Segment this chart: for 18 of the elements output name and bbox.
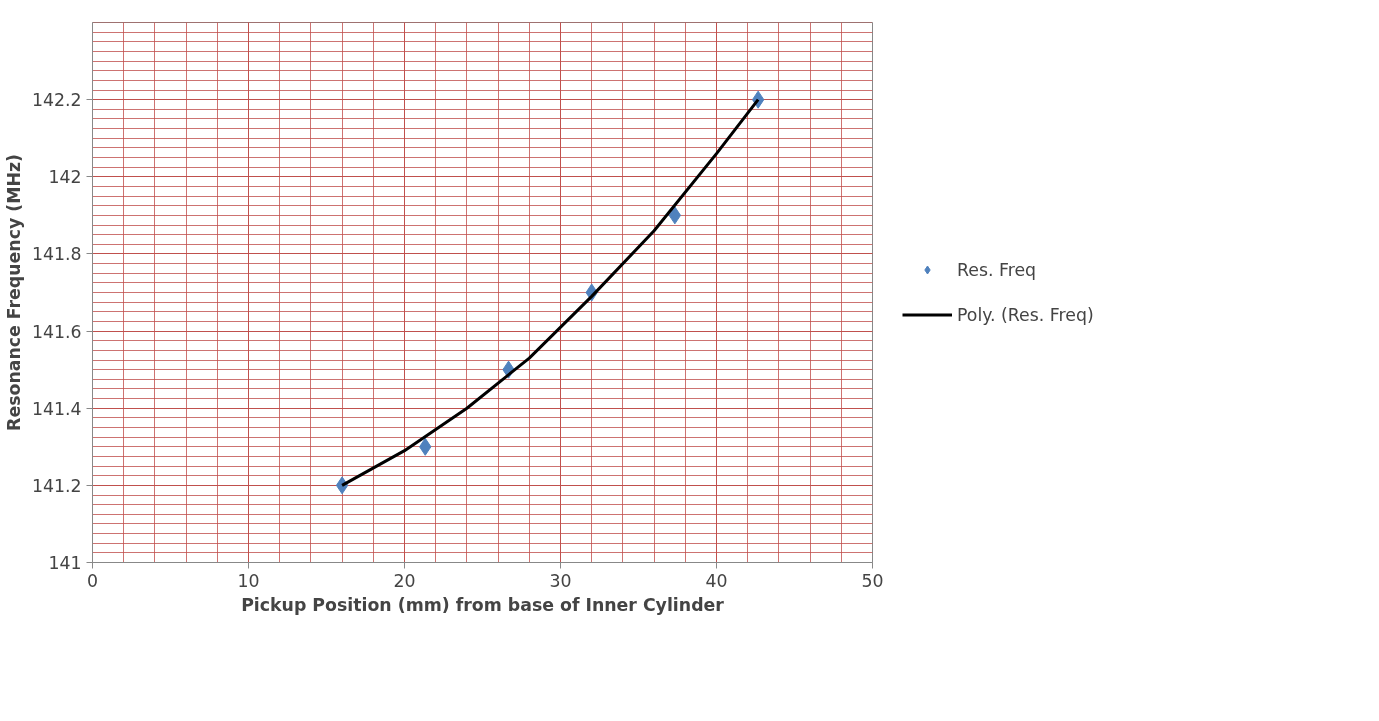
x-tick-label: 20 — [393, 570, 416, 591]
y-tick-label: 142.2 — [31, 90, 82, 111]
y-tick-label: 142 — [48, 167, 82, 188]
y-tick-label: 141.6 — [31, 321, 82, 342]
x-tick-label: 40 — [705, 570, 728, 591]
x-tick-label: 0 — [86, 570, 99, 591]
y-tick-label: 141.8 — [31, 244, 82, 265]
legend-label: Poly. (Res. Freq) — [957, 304, 1094, 325]
x-tick-label: 50 — [861, 570, 884, 591]
x-tick-label: 10 — [237, 570, 260, 591]
x-axis-title: Pickup Position (mm) from base of Inner Cylinder — [241, 594, 725, 615]
y-tick-label: 141 — [48, 553, 82, 573]
y-tick-label: 141.2 — [31, 475, 82, 496]
y-tick-label: 141.4 — [31, 398, 82, 419]
point — [668, 206, 682, 225]
x-tick-label: 30 — [549, 570, 572, 591]
y-axis-title: Resonance Frequency (MHz) — [3, 154, 24, 431]
legend-label: Res. Freq — [957, 259, 1037, 280]
